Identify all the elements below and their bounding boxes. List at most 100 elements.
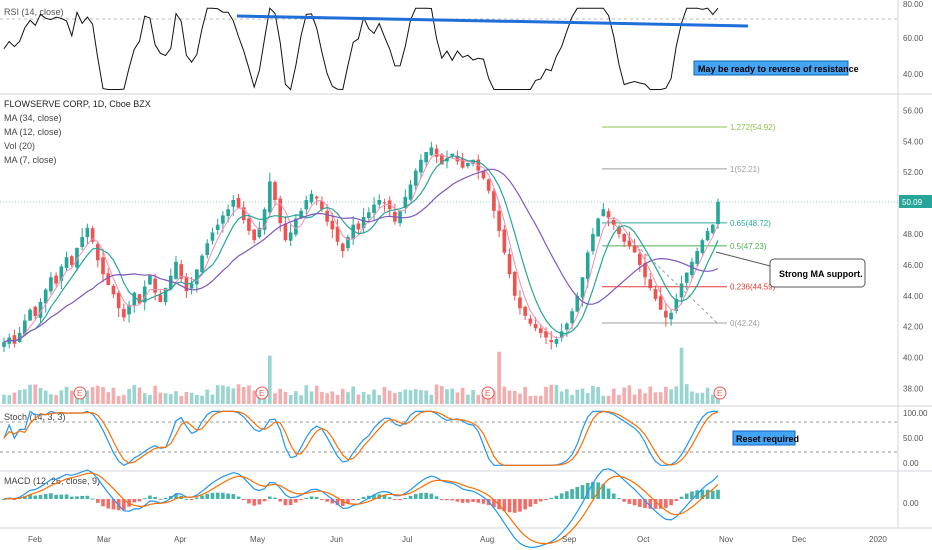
volume-bar (184, 391, 189, 404)
macd-histogram-bar (653, 499, 658, 509)
volume-bar (335, 394, 340, 404)
time-tick-label: Jul (402, 535, 412, 544)
candle-body (309, 193, 314, 203)
macd-histogram-bar (142, 498, 147, 500)
candle-body (684, 272, 689, 283)
volume-bar (116, 395, 121, 404)
volume-bar (2, 394, 6, 404)
volume-bar (90, 387, 95, 404)
volume-bar (565, 389, 569, 404)
fib-trend-line (601, 212, 719, 324)
volume-bar (346, 392, 350, 404)
candle-body (95, 244, 100, 261)
macd-histogram-bar (690, 491, 694, 499)
fib-level-label: 0.5(47.23) (730, 242, 767, 251)
macd-histogram-bar (189, 499, 194, 500)
candle-body (226, 209, 230, 216)
volume-bar (643, 393, 647, 404)
macd-histogram-bar (330, 499, 335, 504)
macd-histogram-bar (658, 499, 663, 509)
candle-body (294, 218, 298, 235)
candle-body (23, 320, 27, 335)
price-tick-label: 56.00 (903, 106, 924, 115)
volume-bar (200, 395, 204, 404)
volume-bar (101, 387, 105, 404)
volume-bar (466, 394, 470, 404)
fib-level-label: 1.272(54.92) (730, 123, 776, 132)
candle-body (59, 266, 64, 281)
volume-bar (419, 390, 423, 404)
volume-bar (179, 395, 184, 404)
candle-body (377, 200, 382, 205)
macd-histogram-bar (617, 498, 621, 500)
rsi-tick-60: 60.00 (903, 34, 924, 43)
volume-bar (17, 390, 22, 404)
macd-histogram-bar (481, 499, 486, 504)
candle-body (43, 289, 48, 304)
candle-body (643, 263, 647, 278)
macd-histogram-bar (439, 499, 444, 500)
earnings-marker-label: E (259, 389, 264, 398)
macd-histogram-bar (643, 499, 647, 509)
macd-histogram-bar (549, 497, 554, 499)
volume-bar (533, 395, 538, 404)
volume-bar (690, 391, 694, 404)
macd-histogram-bar (314, 497, 319, 499)
candle-body (653, 289, 658, 299)
volume-bar (580, 388, 585, 404)
macd-histogram-bar (43, 494, 48, 499)
candle-body (80, 237, 84, 248)
time-tick-label: Apr (174, 535, 187, 544)
macd-histogram-bar (80, 495, 84, 499)
candle-body (330, 220, 335, 230)
candle-body (690, 261, 694, 276)
candle-body (351, 224, 356, 240)
candle-body (179, 264, 184, 279)
volume-bar (351, 386, 356, 404)
last-price-value: 50.09 (902, 198, 923, 207)
candle-body (705, 230, 710, 241)
macd-histogram-bar (90, 498, 95, 500)
volume-bar (54, 395, 58, 404)
volume-bar (512, 390, 517, 404)
macd-histogram-bar (12, 499, 17, 500)
volume-bar (153, 385, 157, 404)
macd-histogram-bar (591, 482, 595, 499)
volume-bar (611, 388, 616, 404)
macd-histogram-bar (122, 499, 126, 511)
macd-histogram-bar (387, 497, 392, 499)
macd-histogram-bar (424, 492, 428, 499)
volume-bar (679, 347, 684, 404)
price-tick-label: 40.00 (903, 354, 924, 363)
candle-body (523, 306, 527, 316)
macd-histogram-bar (163, 497, 168, 499)
volume-bar (236, 384, 241, 404)
volume-bar (538, 395, 543, 404)
volume-bar (340, 388, 345, 404)
macd-histogram-bar (408, 495, 413, 499)
rsi-line (3, 7, 719, 91)
volume-bar (366, 394, 371, 404)
macd-histogram-bar (257, 499, 262, 505)
candle-body (413, 170, 418, 186)
candle-body (69, 256, 74, 265)
volume-bar (695, 393, 699, 404)
volume-bar (28, 384, 32, 404)
candle-body (335, 226, 340, 242)
volume-bar (288, 394, 293, 404)
price-tick-label: 38.00 (903, 385, 924, 394)
macd-histogram-bar (366, 495, 371, 499)
macd-histogram-bar (601, 484, 606, 499)
volume-bar (382, 386, 387, 404)
macd-histogram-bar (195, 497, 199, 499)
volume-bar (398, 391, 402, 404)
volume-bar (617, 394, 621, 404)
macd-histogram-bar (148, 495, 152, 499)
volume-bar (476, 394, 481, 404)
macd-histogram-bar (533, 499, 538, 504)
macd-histogram-bar (382, 495, 387, 499)
volume-bar (622, 387, 627, 404)
macd-histogram-bar (638, 499, 642, 507)
stoch-tick-50: 50.00 (903, 434, 924, 443)
volume-bar (7, 395, 12, 404)
